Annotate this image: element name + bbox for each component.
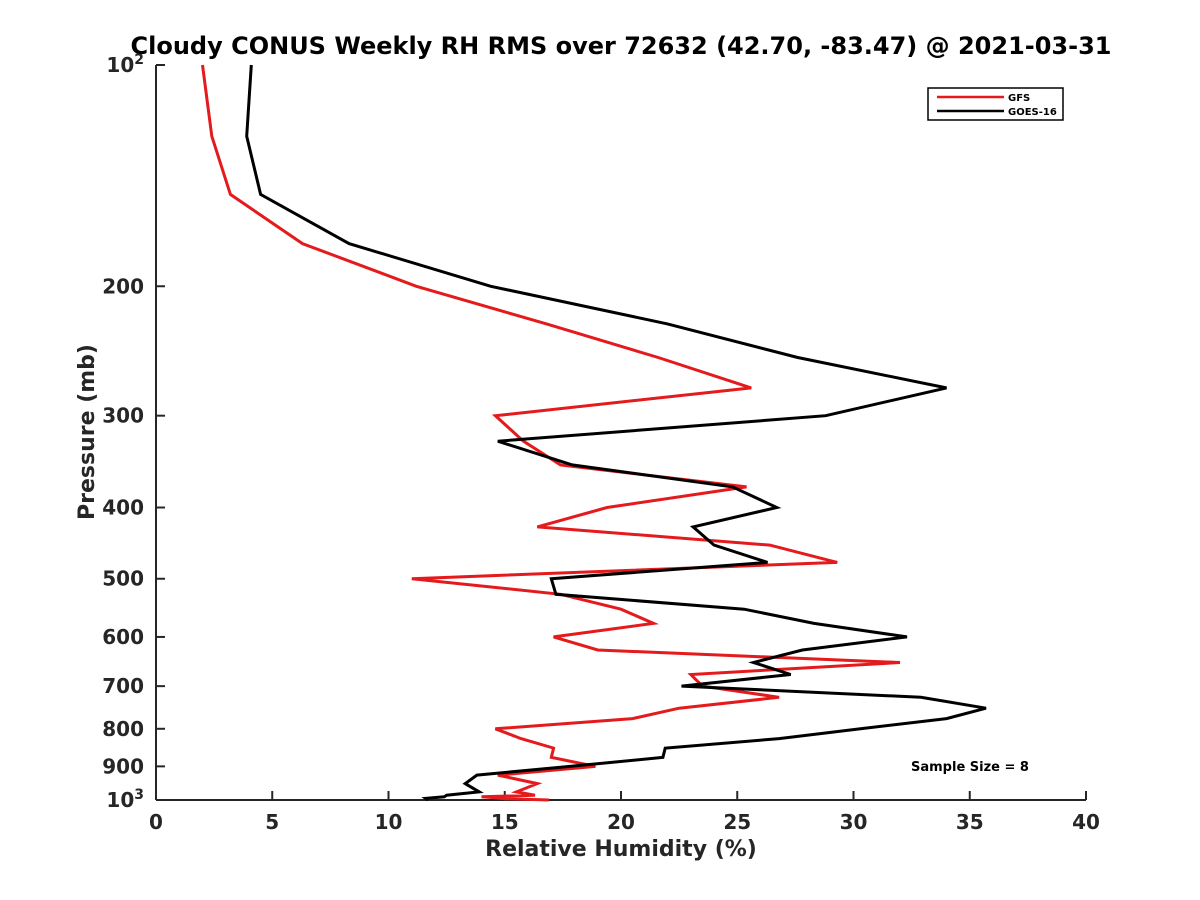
x-tick-label: 20 xyxy=(607,810,635,834)
x-tick-label: 0 xyxy=(149,810,163,834)
x-tick-label: 30 xyxy=(840,810,868,834)
y-tick-label: 500 xyxy=(102,567,144,591)
chart-title: Cloudy CONUS Weekly RH RMS over 72632 (4… xyxy=(131,32,1112,60)
x-tick-label: 15 xyxy=(491,810,519,834)
y-tick-label: 102 xyxy=(106,52,144,77)
legend-box xyxy=(927,87,1064,121)
x-axis-label: Relative Humidity (%) xyxy=(485,837,757,862)
y-tick-label: 103 xyxy=(106,787,144,812)
x-tick-label: 5 xyxy=(265,810,279,834)
legend-label-goes-16: GOES-16 xyxy=(1008,107,1057,118)
y-ticks: 102 200 300 400 500 600 700 800 900 103 xyxy=(102,52,165,812)
y-tick-label: 200 xyxy=(102,274,144,298)
y-tick-label: 900 xyxy=(102,754,144,778)
y-axis-label: Pressure (mb) xyxy=(75,344,100,520)
series-lines xyxy=(201,64,987,802)
legend-label-gfs: GFS xyxy=(1008,93,1030,104)
y-tick-label: 600 xyxy=(102,625,144,649)
sample-size-annotation: Sample Size = 8 xyxy=(911,760,1029,775)
y-tick-label: 800 xyxy=(102,717,144,741)
x-tick-label: 35 xyxy=(956,810,984,834)
series-line-gfs xyxy=(201,64,901,802)
legend[interactable]: GFS GOES-16 xyxy=(927,87,1064,121)
x-ticks: 0 5 10 15 20 25 30 35 40 xyxy=(149,791,1100,834)
x-tick-label: 40 xyxy=(1072,810,1100,834)
y-tick-label: 400 xyxy=(102,496,144,520)
y-tick-label: 700 xyxy=(102,674,144,698)
series-line-goes-16 xyxy=(245,64,987,802)
y-tick-label: 300 xyxy=(102,404,144,428)
x-tick-label: 10 xyxy=(375,810,403,834)
x-tick-label: 25 xyxy=(723,810,751,834)
